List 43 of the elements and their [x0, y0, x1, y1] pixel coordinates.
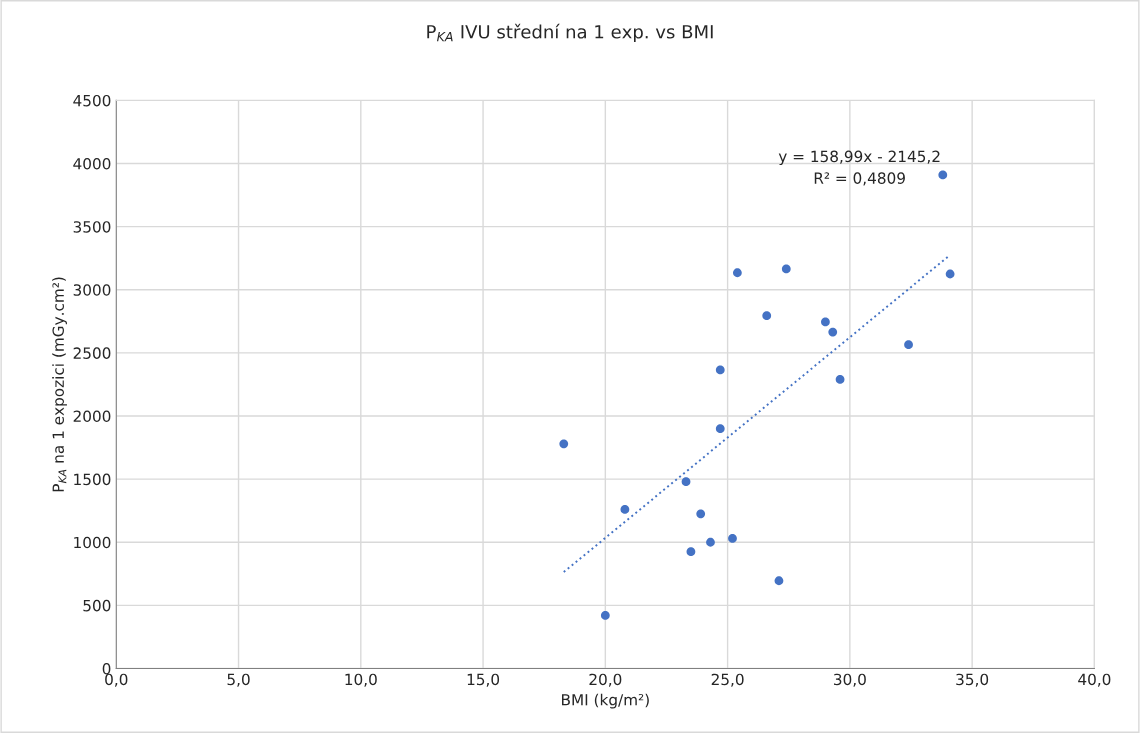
point: [706, 537, 715, 547]
point: [620, 505, 630, 514]
point: [821, 317, 830, 327]
y-tick-label: 0: [102, 662, 111, 675]
point: [828, 327, 838, 337]
point: [938, 170, 948, 180]
x-tick-label: 35,0: [956, 673, 989, 687]
y-tick-label: 2000: [73, 410, 111, 423]
point: [945, 269, 955, 279]
x-tick-label: 15,0: [467, 673, 500, 687]
point: [715, 365, 725, 375]
y-tick-label: 500: [83, 599, 111, 612]
point: [715, 424, 725, 434]
point: [835, 375, 845, 384]
point: [728, 534, 737, 543]
y-tick-label: 4500: [73, 94, 111, 107]
y-tick-label: 4000: [73, 158, 111, 170]
x-tick-label: 5,0: [227, 673, 250, 687]
point: [774, 576, 784, 586]
x-tick-label: 40,0: [1078, 673, 1111, 687]
y-tick-label: 1000: [74, 536, 111, 549]
annotation: y = 158,99x - 2145,2 R² = 0,4809: [778, 150, 940, 186]
point: [686, 547, 696, 557]
x-tick-label: 25,0: [711, 673, 744, 687]
point: [559, 439, 569, 449]
y-axis-title: P$_{KA}$ na 1 expozici (mGy.cm²): [52, 277, 67, 492]
x-tick-label: 0,0: [105, 673, 128, 687]
y-tick-label: 1500: [74, 473, 111, 486]
y-tick-label: 3500: [73, 221, 111, 233]
point: [762, 311, 772, 321]
y-tick-label: 3000: [73, 284, 111, 296]
point: [781, 264, 791, 274]
point: [732, 268, 742, 278]
point: [696, 509, 706, 519]
x-axis-title: BMI (kg/m²): [562, 693, 649, 709]
x-tick-label: 20,0: [589, 673, 622, 687]
x-tick-label: 30,0: [834, 673, 866, 687]
y-tick-label: 2500: [73, 347, 111, 359]
point: [681, 477, 691, 487]
point: [904, 340, 913, 350]
chart-title: P$_{KA}$ IVU střední na 1 exp. vs BMI: [427, 23, 713, 43]
x-tick-label: 10,0: [345, 673, 377, 687]
point: [600, 611, 610, 620]
